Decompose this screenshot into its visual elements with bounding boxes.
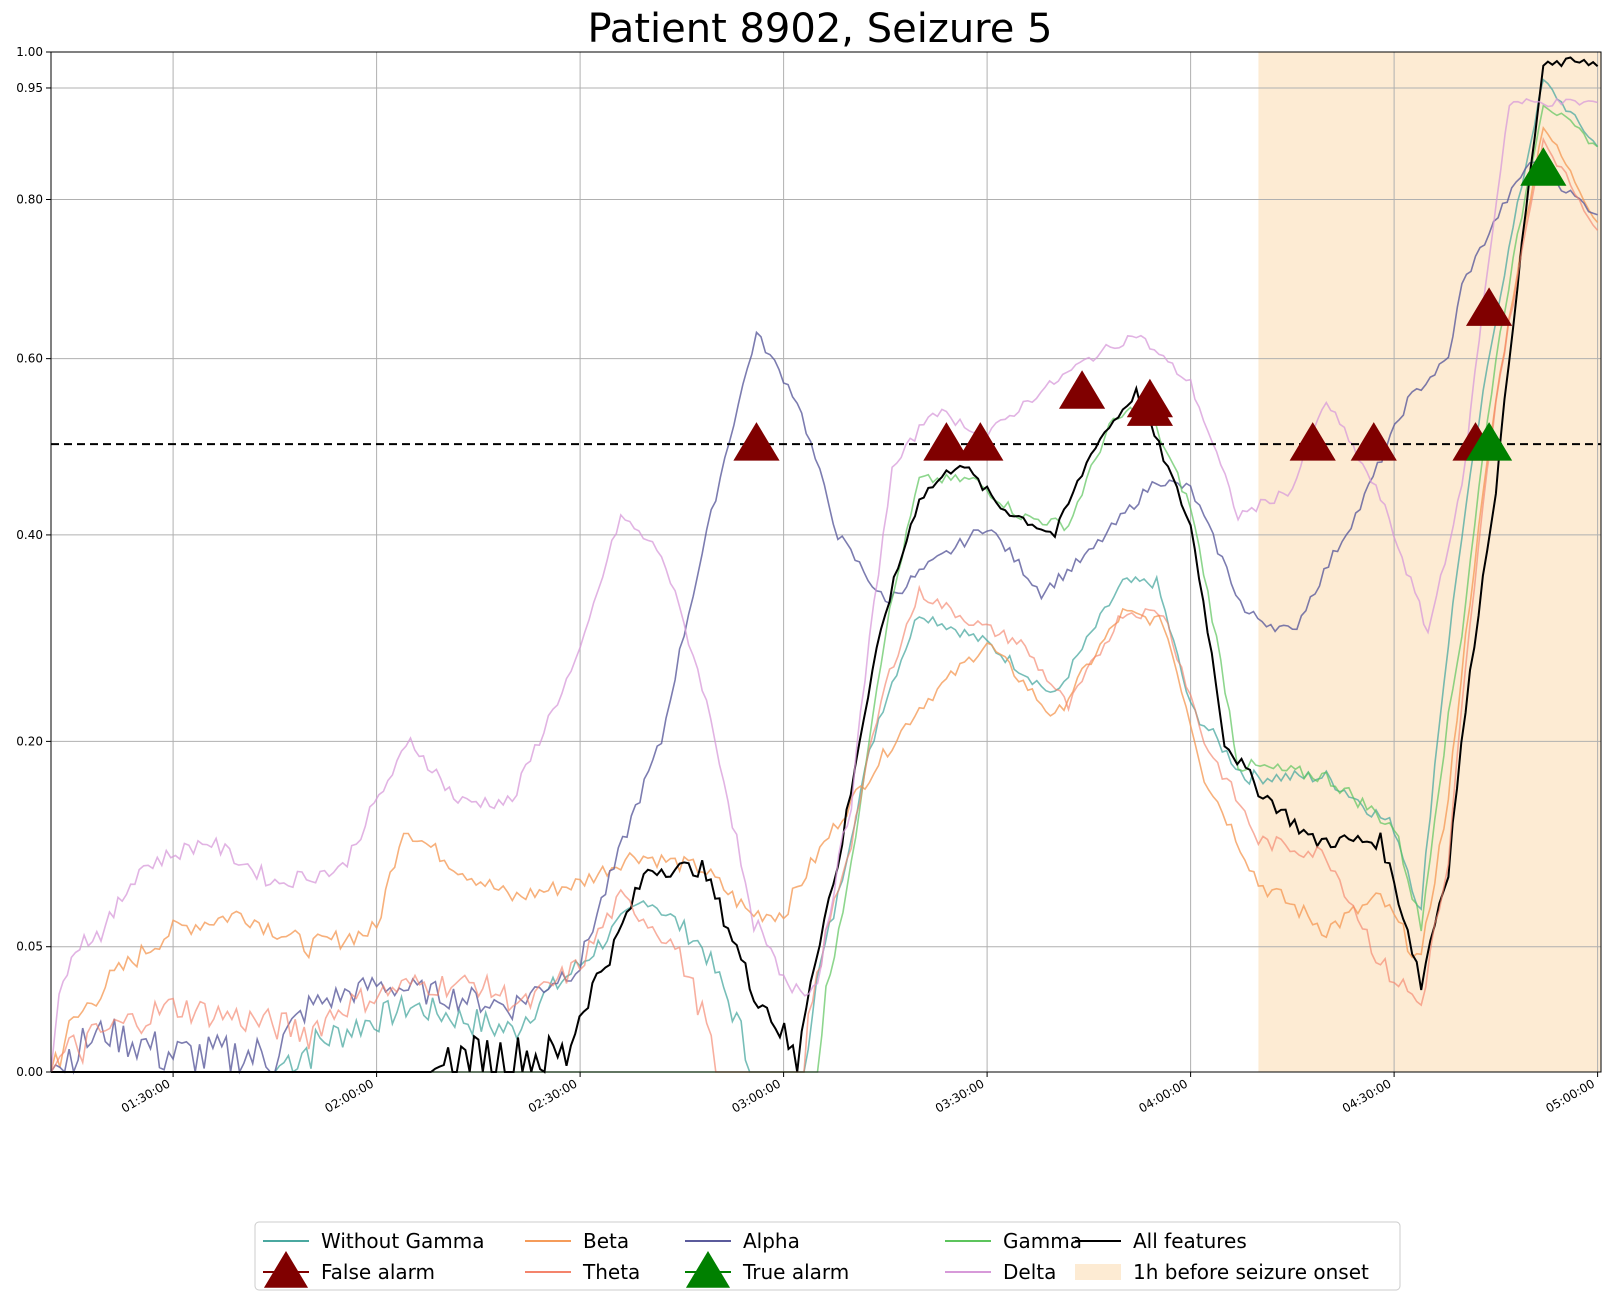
plot-frame [50,51,1602,1073]
legend-marker [685,1251,731,1288]
legend-label: Without Gamma [321,1229,485,1253]
series-line [50,97,1598,1073]
y-tick-label: 0.20 [16,734,43,748]
markers-layer [733,147,1567,461]
x-axis: 01:30:00 02:00:00 02:30:00 03:00:00 03:30:00… [119,1072,1599,1116]
series-line [50,161,1598,1075]
legend-swatch [1075,1264,1121,1280]
legend-label: Beta [583,1229,629,1253]
shaded-region [1258,52,1601,1072]
legend-label: All features [1133,1229,1247,1253]
false-alarm-marker [957,422,1004,461]
legend-marker [263,1251,309,1288]
false-alarm-marker [1126,387,1174,426]
x-tick-label: 01:30:00 [119,1076,173,1115]
false-alarm-marker [1289,422,1336,461]
y-tick-label: 0.95 [16,81,43,95]
x-tick-label: 04:00:00 [1136,1076,1190,1115]
y-tick-label: 0.05 [16,940,43,954]
false-alarm-marker [1465,287,1513,326]
y-tick-label: 0.00 [16,1065,43,1079]
true-alarm-marker [1520,147,1567,186]
y-tick-label: 1.00 [16,45,43,59]
legend-label: Delta [1003,1260,1056,1284]
false-alarm-marker [733,422,780,461]
x-tick-label: 02:30:00 [526,1076,580,1115]
false-alarm-marker [1350,422,1397,461]
y-tick-label: 0.40 [16,528,43,542]
chart-title: Patient 8902, Seizure 5 [587,6,1052,52]
x-tick-label: 02:00:00 [322,1076,376,1115]
shaded-region-layer [1258,52,1601,1072]
y-axis: 0.00 0.05 0.20 0.40 0.60 0.80 0.95 1.00 [16,45,51,1079]
x-tick-label: 05:00:00 [1543,1076,1597,1115]
x-tick-label: 03:30:00 [933,1076,987,1115]
y-tick-label: 0.60 [16,352,43,366]
legend-label: 1h before seizure onset [1133,1260,1369,1284]
x-tick-label: 04:30:00 [1340,1076,1394,1115]
y-tick-label: 0.80 [16,193,43,207]
legend-label: False alarm [321,1260,435,1284]
legend: Without Gamma False alarm Beta Theta Alpha Tr… [254,1221,1401,1291]
x-tick-label: 03:00:00 [729,1076,783,1115]
legend-label: Alpha [743,1229,800,1253]
legend-label: Theta [582,1260,640,1284]
false-alarm-marker [923,422,970,461]
series-line [50,126,1599,1073]
legend-label: True alarm [742,1260,849,1284]
false-alarm-marker [1058,370,1106,409]
legend-label: Gamma [1003,1229,1082,1253]
true-alarm-marker [1465,422,1513,461]
